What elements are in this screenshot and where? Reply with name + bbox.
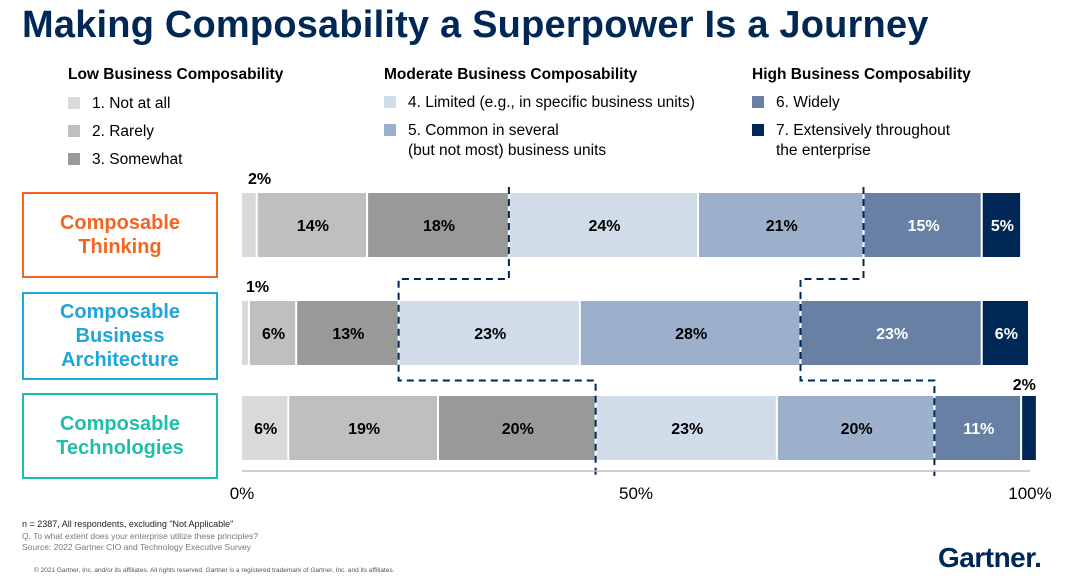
x-axis-tick-label: 50% [619, 484, 653, 503]
copyright: © 2021 Gartner, Inc. and/or its affiliat… [34, 567, 395, 574]
bar-segment [439, 396, 595, 460]
legend-heading-high: High Business Composability [752, 66, 971, 83]
bar-segment [249, 301, 296, 365]
row-label-composable-thinking: Composable Thinking [22, 192, 218, 278]
bar-segment [777, 396, 934, 460]
legend-swatch-widely [752, 96, 764, 108]
legend-swatch-somewhat [68, 153, 80, 165]
row-label-composable-technologies: Composable Technologies [22, 393, 218, 479]
legend-swatch-limited [384, 96, 396, 108]
bar-value-label: 2% [248, 171, 271, 188]
gartner-logo: Gartner. [938, 542, 1042, 574]
bar-segment [699, 193, 863, 257]
bar-segment [864, 193, 981, 257]
bar-value-label: 6% [262, 326, 285, 343]
tier-boundary-dashed-line [799, 187, 936, 476]
bar-segment [509, 193, 698, 257]
legend-item-not-at-all: 1. Not at all [92, 95, 171, 112]
row-label-line: Composable [59, 413, 180, 435]
legend-item-common-line2: (but not most) business units [408, 142, 607, 159]
bar-value-label: 24% [588, 218, 620, 235]
bar-value-label: 23% [474, 326, 506, 343]
row-label-line: Composable [59, 301, 181, 323]
bar-segment [801, 301, 981, 365]
bar-segment [242, 193, 256, 257]
bar-segment [257, 193, 367, 257]
x-axis-tick-label: 0% [230, 484, 255, 503]
bar-value-label: 20% [841, 421, 873, 438]
bar-segment [580, 301, 800, 365]
bar-segment [1022, 396, 1036, 460]
legend-item-somewhat: 3. Somewhat [92, 151, 183, 168]
bar-value-label: 20% [502, 421, 534, 438]
bar-value-label: 11% [963, 421, 994, 438]
footnote-n: n = 2387, All respondents, excluding "No… [22, 519, 234, 529]
bar-value-label: 21% [766, 218, 798, 235]
bar-segment [399, 301, 579, 365]
bar-value-label: 23% [876, 326, 908, 343]
page-title: Making Composability a Superpower Is a J… [22, 4, 929, 46]
bar-value-label: 5% [991, 218, 1014, 235]
footnote-source: Source: 2022 Gartner CIO and Technology … [22, 542, 251, 552]
bar-segment [982, 301, 1028, 365]
legend-item-extensively-line2: the enterprise [776, 142, 871, 159]
bar-value-label: 6% [995, 326, 1018, 343]
row-label-line: Architecture [61, 349, 179, 371]
row-label-line: Business [75, 325, 165, 347]
logo-dot: . [1034, 542, 1042, 573]
legend-swatch-common [384, 124, 396, 136]
legend-swatch-not-at-all [68, 97, 80, 109]
legend-item-rarely: 2. Rarely [92, 123, 155, 140]
legend-item-extensively-line1: 7. Extensively throughout [776, 122, 951, 139]
bar-value-label: 18% [423, 218, 455, 235]
tier-boundary-dashed-line [397, 187, 597, 476]
legend-swatch-extensively [752, 124, 764, 136]
bar-segment [982, 193, 1021, 257]
legend-swatch-rarely [68, 125, 80, 137]
bar-segment [596, 396, 776, 460]
bar-value-label: 1% [246, 279, 269, 296]
bar-value-label: 13% [332, 326, 364, 343]
row-label-line: Composable [59, 212, 181, 234]
legend-item-common-line1: 5. Common in several [408, 122, 559, 139]
bar-value-label: 6% [254, 421, 277, 438]
bar-value-label: 23% [671, 421, 703, 438]
bar-value-label: 14% [297, 218, 329, 235]
legend-heading-low: Low Business Composability [68, 66, 284, 83]
bar-segment [242, 396, 288, 460]
bar-segment [935, 396, 1021, 460]
legend-item-widely: 6. Widely [776, 94, 840, 111]
bar-segment [289, 396, 437, 460]
footnote-question: Q. To what extent does your enterprise u… [22, 531, 259, 541]
bar-value-label: 28% [675, 326, 707, 343]
bar-value-label: 2% [1013, 377, 1036, 394]
row-label-composable-business-architecture: Composable Business Architecture [22, 292, 218, 380]
bar-segment [297, 301, 398, 365]
bar-value-label: 19% [348, 421, 380, 438]
row-label-line: Technologies [56, 437, 184, 459]
legend-item-limited: 4. Limited (e.g., in specific business u… [408, 94, 695, 111]
legend-heading-moderate: Moderate Business Composability [384, 66, 638, 83]
x-axis-tick-label: 100% [1008, 484, 1051, 503]
logo-text: Gartner [938, 542, 1035, 573]
bar-value-label: 15% [908, 218, 940, 235]
bar-segment [368, 193, 508, 257]
row-label-line: Thinking [78, 236, 162, 258]
bar-segment [242, 301, 248, 365]
